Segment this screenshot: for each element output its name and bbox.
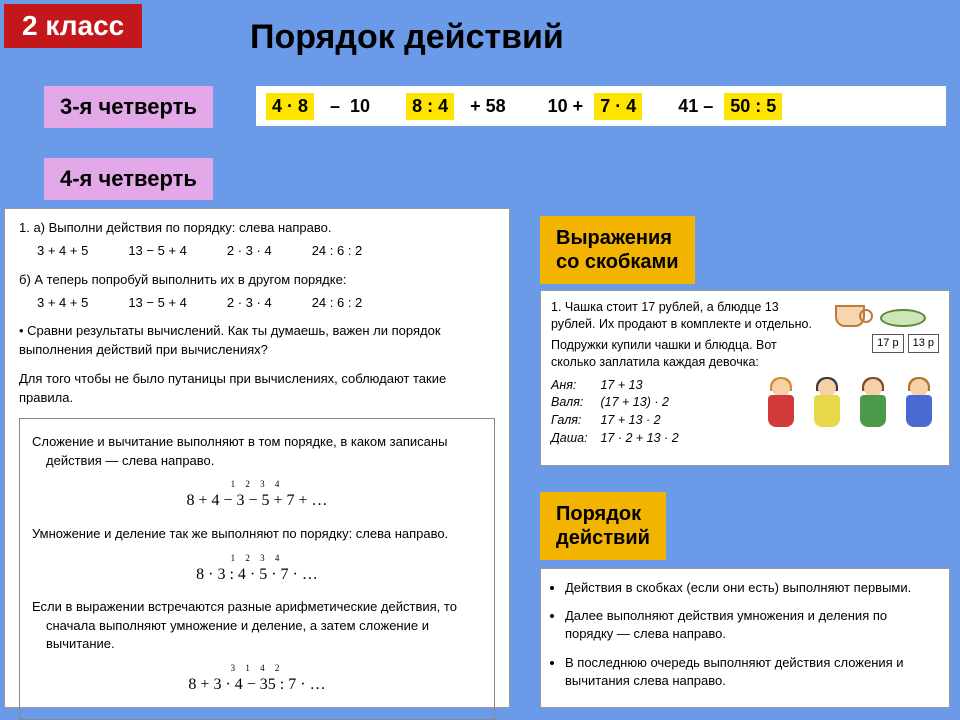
rule-p1: Сложение и вычитание выполняют в том пор… [46,433,482,471]
order-rule-item: Далее выполняют действия умножения и дел… [565,607,935,643]
row-b: 3 + 4 + 5 13 − 5 + 4 2 · 3 · 4 24 : 6 : … [37,294,495,313]
row-b-3: 2 · 3 · 4 [227,294,272,313]
prompt-1a: 1. а) Выполни действия по порядку: слева… [19,219,495,238]
row-b-4: 24 : 6 : 2 [312,294,363,313]
girl-icon [761,375,801,435]
expression-bar: 4 · 8 – 10 8 : 4 + 58 10 + 7 · 4 41 – 50… [256,86,946,126]
row-b-2: 13 − 5 + 4 [128,294,187,313]
expr-4-head: 41 – [672,93,724,120]
rule-p3: Если в выражении встречаются разные ариф… [46,598,482,655]
expr-2-tail: + 58 [454,93,512,120]
girls-row [761,375,939,435]
formula-2-main: 8 · 3 : 4 · 5 · 7 · … [196,566,318,583]
formula-2-super: 1 2 3 4 [32,552,482,565]
row-a-3: 2 · 3 · 4 [227,242,272,261]
row-a: 3 + 4 + 5 13 − 5 + 4 2 · 3 · 4 24 : 6 : … [37,242,495,261]
expr-3-hl: 7 · 4 [594,93,642,120]
formula-2: 1 2 3 4 8 · 3 : 4 · 5 · 7 · … [32,552,482,586]
row-a-2: 13 − 5 + 4 [128,242,187,261]
prompt-1b: б) А теперь попробуй выполнить их в друг… [19,271,495,290]
row-a-1: 3 + 4 + 5 [37,242,88,261]
order-label: Порядокдействий [540,492,666,560]
cups-icons: 13 р 17 р [829,299,939,343]
row-b-1: 3 + 4 + 5 [37,294,88,313]
expr-2-hl: 8 : 4 [406,93,454,120]
order-rules-card: Действия в скобках (если они есть) выпол… [540,568,950,708]
price-tag-1: 17 р [872,334,903,353]
left-exercise-card: 1. а) Выполни действия по порядку: слева… [4,208,510,708]
page-title: Порядок действий [250,18,564,57]
expr-4-hl: 50 : 5 [724,93,782,120]
expr-3-head: 10 + [542,93,595,120]
price-tag-2: 13 р [908,334,939,353]
order-rule-item: Действия в скобках (если они есть) выпол… [565,579,935,597]
quarter-3-label: 3-я четверть [44,86,213,128]
formula-3-super: 3 1 4 2 [32,662,482,675]
rule-intro: Для того чтобы не было путаницы при вычи… [19,370,495,408]
formula-1-super: 1 2 3 4 [32,478,482,491]
row-a-4: 24 : 6 : 2 [312,242,363,261]
expr-1-tail: – 10 [314,93,376,120]
quarter-4-label: 4-я четверть [44,158,213,200]
order-list: Действия в скобках (если они есть) выпол… [565,579,935,690]
girl-icon [899,375,939,435]
order-rule-item: В последнюю очередь выполняют действия с… [565,654,935,690]
formula-1: 1 2 3 4 8 + 4 − 3 − 5 + 7 + … [32,478,482,512]
rule-p2: Умножение и деление так же выполняют по … [46,525,482,544]
compare-text: • Сравни результаты вычислений. Как ты д… [19,322,495,360]
plate-icon [876,299,926,329]
brackets-label: Выражениясо скобками [540,216,695,284]
cup-icon [829,299,873,329]
rules-box: Сложение и вычитание выполняют в том пор… [19,418,495,720]
girl-icon [807,375,847,435]
formula-3: 3 1 4 2 8 + 3 · 4 − 35 : 7 · … [32,662,482,696]
formula-3-main: 8 + 3 · 4 − 35 : 7 · … [188,676,325,693]
girl-icon [853,375,893,435]
expr-1-hl: 4 · 8 [266,93,314,120]
grade-badge: 2 класс [4,4,142,48]
formula-1-main: 8 + 4 − 3 − 5 + 7 + … [186,492,327,509]
cups-problem-card: 13 р 17 р 1. Чашка стоит 17 рублей, а бл… [540,290,950,466]
